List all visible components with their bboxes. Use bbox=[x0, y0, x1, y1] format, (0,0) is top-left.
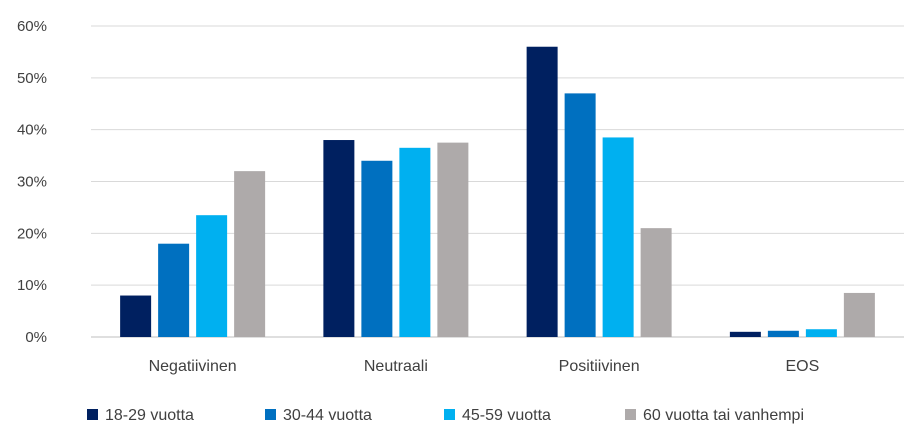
bar-45-59-vuotta-positiivinen bbox=[602, 137, 634, 337]
legend-swatch bbox=[625, 409, 636, 420]
y-tick-label: 30% bbox=[17, 174, 47, 191]
bar-30-44-vuotta-neutraali bbox=[361, 160, 393, 337]
y-tick-label: 60% bbox=[17, 18, 47, 35]
legend-swatch bbox=[87, 409, 98, 420]
y-tick-label: 20% bbox=[17, 225, 47, 242]
category-label: Positiivinen bbox=[559, 358, 640, 375]
bar-18-29-vuotta-positiivinen bbox=[526, 46, 558, 337]
bar-60-vuotta-tai-vanhempi-positiivinen bbox=[640, 228, 672, 337]
bar-18-29-vuotta-neutraali bbox=[323, 140, 355, 337]
y-tick-label: 0% bbox=[25, 329, 47, 346]
category-label: Negatiivinen bbox=[149, 358, 237, 375]
legend-swatch bbox=[265, 409, 276, 420]
category-label: Neutraali bbox=[364, 358, 428, 375]
legend: 18-29 vuotta 30-44 vuotta 45-59 vuotta 60 v… bbox=[87, 407, 804, 424]
bar-30-44-vuotta-eos bbox=[767, 330, 799, 337]
bar-30-44-vuotta-negatiivinen bbox=[158, 243, 190, 337]
bar-45-59-vuotta-negatiivinen bbox=[196, 215, 228, 337]
x-axis-category-labels: Negatiivinen Neutraali Positiivinen EOS bbox=[149, 358, 820, 375]
legend-swatch bbox=[444, 409, 455, 420]
category-label: EOS bbox=[785, 358, 819, 375]
y-tick-label: 50% bbox=[17, 70, 47, 87]
y-tick-label: 10% bbox=[17, 277, 47, 294]
legend-label: 60 vuotta tai vanhempi bbox=[643, 407, 804, 424]
legend-label: 45-59 vuotta bbox=[462, 407, 551, 424]
y-axis-tick-labels: 0% 10% 20% 30% 40% 50% 60% bbox=[17, 18, 47, 346]
bars bbox=[120, 46, 875, 337]
bar-18-29-vuotta-eos bbox=[729, 331, 761, 337]
legend-label: 30-44 vuotta bbox=[283, 407, 372, 424]
bar-60-vuotta-tai-vanhempi-neutraali bbox=[437, 142, 469, 337]
bar-45-59-vuotta-eos bbox=[805, 329, 837, 337]
y-tick-label: 40% bbox=[17, 122, 47, 139]
legend-label: 18-29 vuotta bbox=[105, 407, 194, 424]
bar-45-59-vuotta-neutraali bbox=[399, 147, 431, 337]
bar-60-vuotta-tai-vanhempi-eos bbox=[843, 292, 875, 337]
bar-30-44-vuotta-positiivinen bbox=[564, 93, 596, 337]
bar-18-29-vuotta-negatiivinen bbox=[120, 295, 152, 337]
bar-60-vuotta-tai-vanhempi-negatiivinen bbox=[234, 171, 266, 337]
